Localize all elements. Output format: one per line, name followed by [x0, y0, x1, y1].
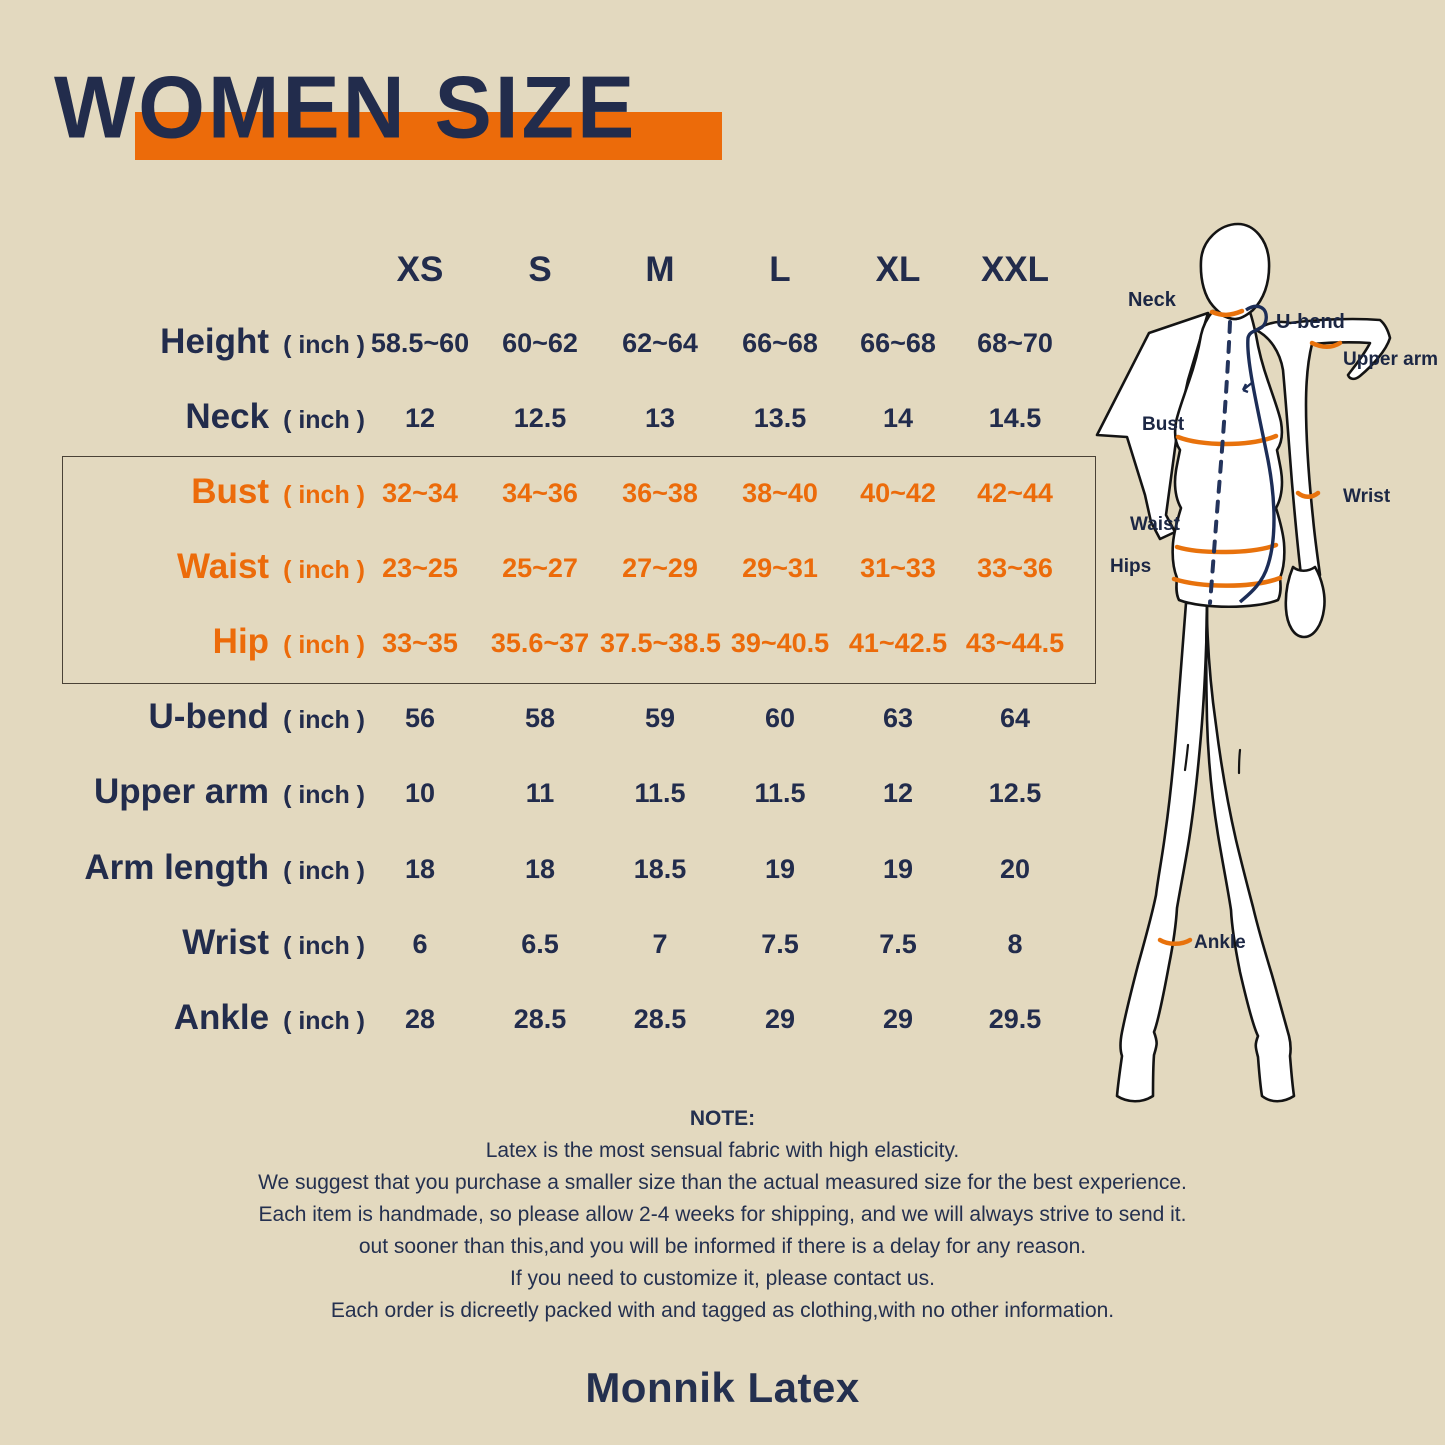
svg-text:Waist: Waist	[1130, 514, 1181, 535]
svg-text:Neck: Neck	[1128, 289, 1177, 311]
svg-text:Ankle: Ankle	[1194, 932, 1246, 953]
svg-text:U-bend: U-bend	[1276, 311, 1345, 333]
svg-text:Bust: Bust	[1142, 414, 1185, 435]
svg-text:Wrist: Wrist	[1343, 486, 1391, 507]
svg-text:Upper arm: Upper arm	[1343, 349, 1438, 370]
svg-text:Hips: Hips	[1110, 556, 1151, 577]
